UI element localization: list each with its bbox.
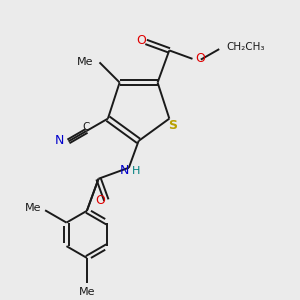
Text: N: N [120, 164, 129, 177]
Text: H: H [131, 166, 140, 176]
Text: O: O [95, 194, 105, 207]
Text: N: N [55, 134, 64, 147]
Text: S: S [168, 119, 177, 132]
Text: Me: Me [79, 287, 95, 297]
Text: Me: Me [25, 203, 41, 213]
Text: C: C [82, 122, 89, 132]
Text: Me: Me [77, 57, 94, 68]
Text: CH₂CH₃: CH₂CH₃ [227, 42, 265, 52]
Text: O: O [136, 34, 146, 46]
Text: O: O [196, 52, 206, 65]
